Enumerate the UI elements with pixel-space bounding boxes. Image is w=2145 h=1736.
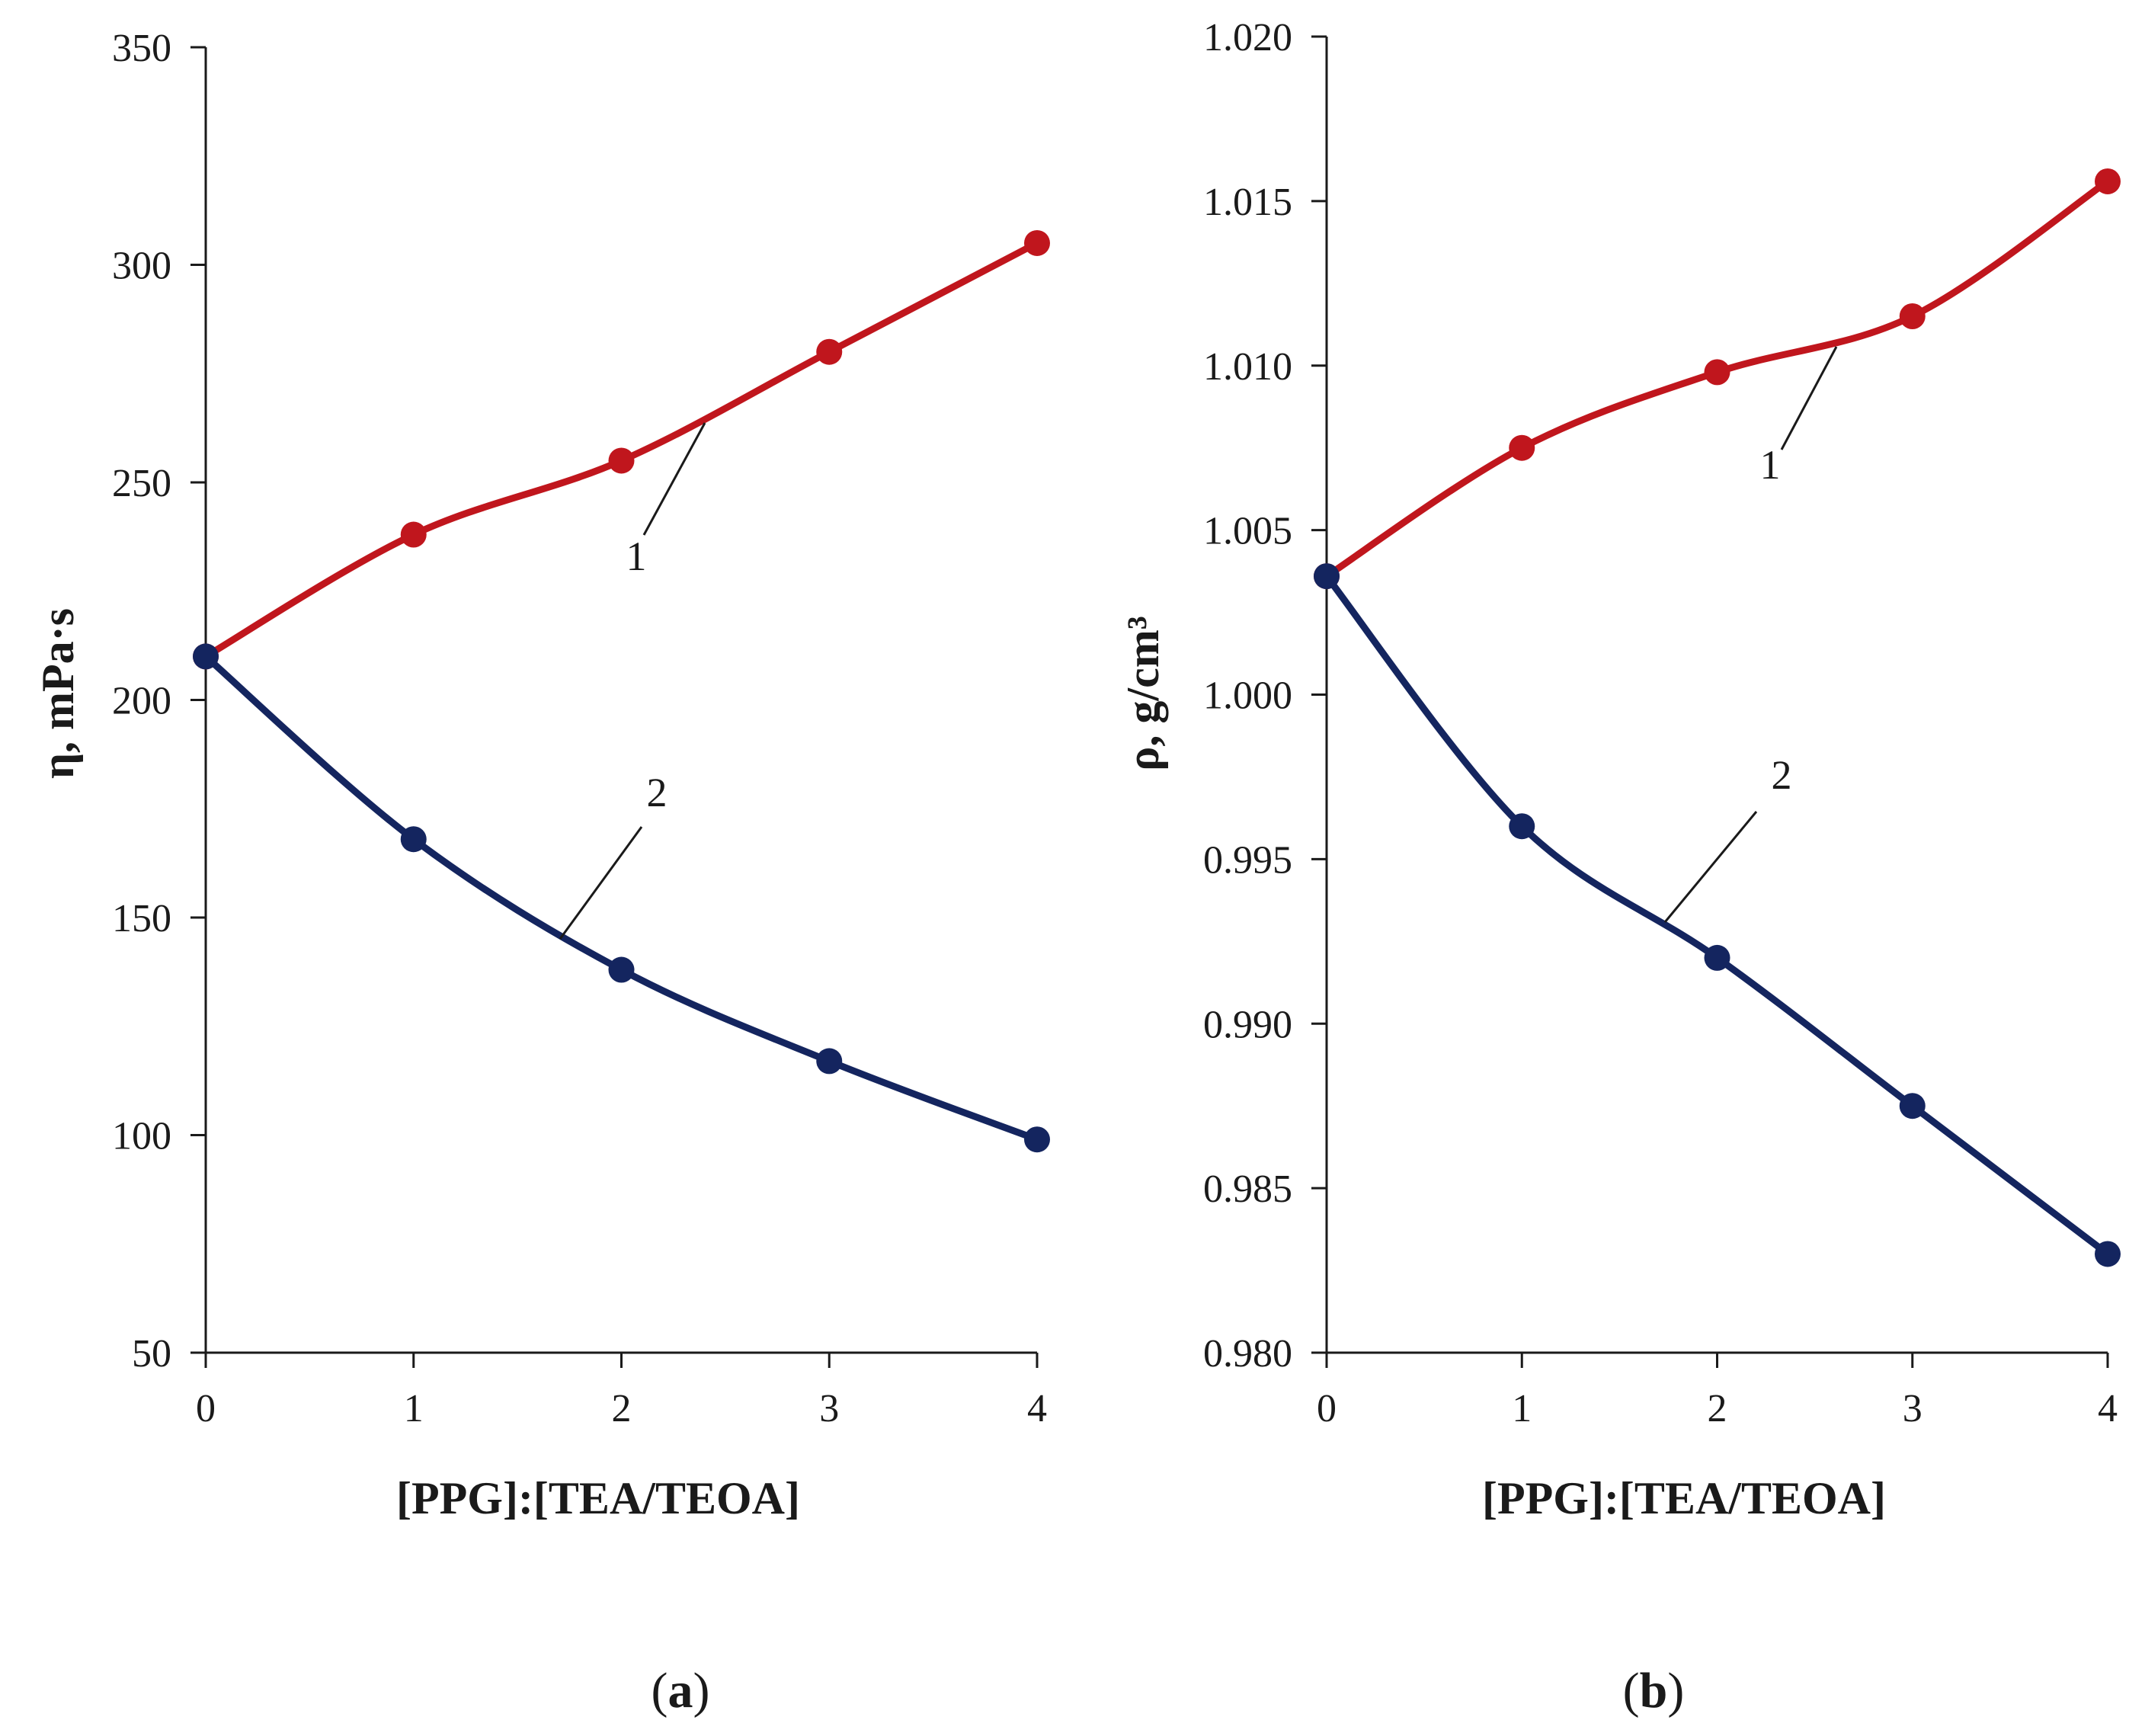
y-tick-label-b: 0.980	[1203, 1332, 1292, 1376]
y-axis-title-a: η, mPa·s	[33, 608, 83, 779]
data-point-a-1	[608, 447, 635, 474]
x-tick-label-b: 1	[1512, 1387, 1532, 1430]
data-point-b-2	[1509, 813, 1535, 840]
data-point-b-2	[1704, 944, 1730, 971]
series-label-b-1: 1	[1760, 442, 1781, 488]
data-point-b-2	[1314, 563, 1340, 590]
series-line-b-2	[1323, 572, 2111, 1257]
x-tick-label-b: 0	[1317, 1387, 1337, 1430]
y-tick-label-b: 0.995	[1203, 838, 1292, 882]
x-tick-label-a: 0	[196, 1387, 216, 1430]
data-point-b-1	[1509, 434, 1535, 461]
chart-panel-b: ρ, g/cm³ [PPG]:[TEA/TEOA] (b) 0.980 0.985…	[1118, 16, 2121, 1718]
panel-label-b-letter: b	[1640, 1663, 1668, 1718]
data-point-b-2	[1899, 1093, 1926, 1119]
y-tick-label-a: 250	[112, 462, 171, 505]
y-tick-label-a: 300	[112, 245, 171, 288]
series-label-b-2: 2	[1772, 752, 1792, 798]
y-tick-label-b: 1.010	[1203, 345, 1292, 389]
data-point-b-1	[1899, 303, 1926, 329]
x-tick-label-b: 2	[1708, 1387, 1727, 1430]
data-point-a-2	[608, 956, 635, 983]
y-tick-label-b: 1.005	[1203, 510, 1292, 553]
chart-panel-a: η, mPa·s [PPG]:[TEA/TEOA] (a) 5010015020…	[33, 27, 1050, 1718]
panel-label-a: (a)	[652, 1663, 710, 1718]
data-point-a-1	[816, 338, 843, 365]
data-point-a-1	[1024, 229, 1050, 256]
y-tick-label-b: 0.990	[1203, 1003, 1292, 1046]
y-tick-label-b: 1.020	[1203, 16, 1292, 59]
x-axis-title-b: [PPG]:[TEA/TEOA]	[1482, 1473, 1886, 1523]
data-point-a-1	[400, 521, 427, 548]
panel-label-a-letter: a	[668, 1663, 693, 1718]
y-axis-title-b: ρ, g/cm³	[1118, 616, 1168, 770]
series-label-a-2: 2	[647, 770, 668, 815]
data-point-a-2	[193, 643, 219, 670]
data-point-a-2	[816, 1048, 843, 1075]
data-point-a-2	[400, 826, 427, 853]
x-tick-label-a: 1	[404, 1387, 424, 1430]
x-tick-label-a: 2	[612, 1387, 632, 1430]
data-point-b-1	[1704, 359, 1730, 386]
y-tick-label-b: 1.015	[1203, 181, 1292, 224]
series-leader-line-b-2	[1663, 811, 1758, 923]
y-tick-label-a: 350	[112, 27, 171, 70]
series-leader-line-a-2	[559, 826, 643, 940]
y-tick-label-b: 0.985	[1203, 1167, 1292, 1211]
x-tick-label-b: 3	[1903, 1387, 1922, 1430]
y-tick-label-a: 200	[112, 680, 171, 723]
series-label-a-1: 1	[626, 533, 647, 579]
x-tick-label-a: 4	[1027, 1387, 1047, 1430]
x-tick-label-b: 4	[2098, 1387, 2118, 1430]
y-tick-label-a: 100	[112, 1115, 171, 1158]
y-tick-label-a: 150	[112, 897, 171, 940]
data-point-b-2	[2095, 1241, 2121, 1267]
panel-label-b: (b)	[1623, 1663, 1685, 1718]
x-axis-title-a: [PPG]:[TEA/TEOA]	[396, 1473, 800, 1523]
y-tick-label-b: 1.000	[1203, 674, 1292, 718]
series-leader-line-b-1	[1780, 346, 1838, 450]
series-line-a-2	[202, 652, 1041, 1143]
x-tick-label-a: 3	[819, 1387, 839, 1430]
y-tick-label-a: 50	[132, 1332, 171, 1376]
data-point-a-2	[1024, 1126, 1050, 1153]
data-point-b-1	[2095, 168, 2121, 194]
series-leader-line-a-1	[642, 422, 706, 536]
